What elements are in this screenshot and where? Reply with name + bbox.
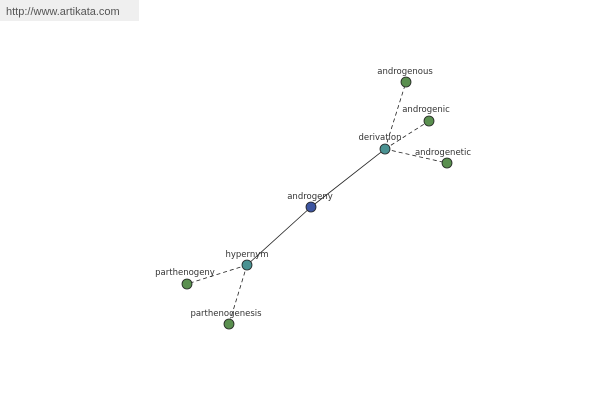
node-label: androgenetic xyxy=(415,148,471,158)
node-label: parthenogeny xyxy=(155,268,215,278)
node-label: parthenogenesis xyxy=(190,309,262,319)
node-label: derivation xyxy=(358,133,401,143)
node-label: androgenous xyxy=(377,67,433,77)
node[interactable] xyxy=(400,76,412,88)
node-label: hypernym xyxy=(225,250,268,260)
edge xyxy=(384,120,430,150)
edge xyxy=(384,148,448,164)
edge xyxy=(228,264,248,325)
node-label: androgenic xyxy=(402,105,450,115)
edge xyxy=(310,148,386,208)
site-url[interactable]: http://www.artikata.com xyxy=(6,6,120,18)
url-box xyxy=(0,0,139,21)
node[interactable] xyxy=(423,115,435,127)
node-label: androgeny xyxy=(287,192,333,202)
node[interactable] xyxy=(305,201,317,213)
edge xyxy=(384,81,407,150)
node[interactable] xyxy=(241,259,253,271)
node[interactable] xyxy=(181,278,193,290)
node[interactable] xyxy=(441,157,453,169)
edge xyxy=(186,264,248,285)
node[interactable] xyxy=(379,143,391,155)
edge xyxy=(246,206,312,266)
node[interactable] xyxy=(223,318,235,330)
